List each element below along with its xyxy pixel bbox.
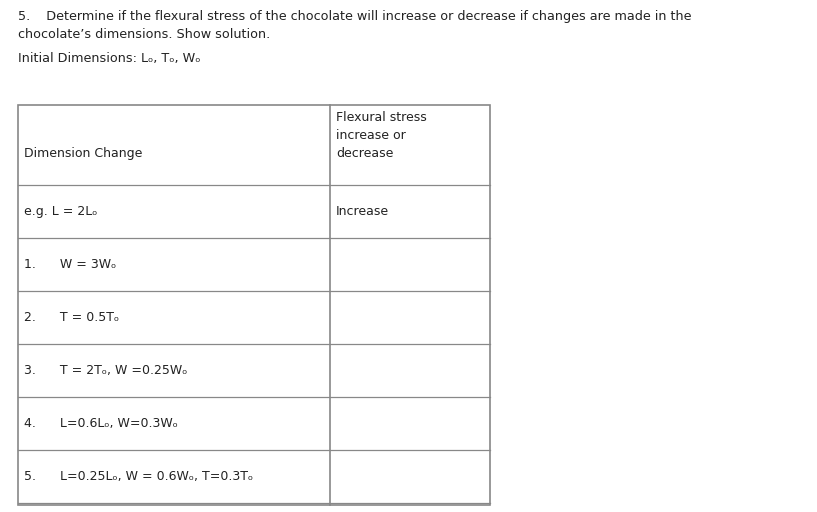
Text: 1.      W = 3Wₒ: 1. W = 3Wₒ bbox=[24, 258, 116, 271]
Text: Initial Dimensions: Lₒ, Tₒ, Wₒ: Initial Dimensions: Lₒ, Tₒ, Wₒ bbox=[18, 52, 200, 65]
Text: 5.      L=0.25Lₒ, W = 0.6Wₒ, T=0.3Tₒ: 5. L=0.25Lₒ, W = 0.6Wₒ, T=0.3Tₒ bbox=[24, 470, 253, 483]
Bar bbox=[18, 105, 490, 505]
Text: chocolate’s dimensions. Show solution.: chocolate’s dimensions. Show solution. bbox=[18, 28, 270, 41]
Text: 5.    Determine if the flexural stress of the chocolate will increase or decreas: 5. Determine if the flexural stress of t… bbox=[18, 10, 691, 23]
Text: 3.      T = 2Tₒ, W =0.25Wₒ: 3. T = 2Tₒ, W =0.25Wₒ bbox=[24, 364, 187, 377]
Text: Flexural stress
increase or
decrease: Flexural stress increase or decrease bbox=[336, 111, 426, 160]
Text: 4.      L=0.6Lₒ, W=0.3Wₒ: 4. L=0.6Lₒ, W=0.3Wₒ bbox=[24, 417, 178, 430]
Text: Increase: Increase bbox=[336, 205, 389, 218]
Text: Dimension Change: Dimension Change bbox=[24, 146, 142, 160]
Text: 2.      T = 0.5Tₒ: 2. T = 0.5Tₒ bbox=[24, 311, 119, 324]
Text: e.g. L = 2Lₒ: e.g. L = 2Lₒ bbox=[24, 205, 97, 218]
